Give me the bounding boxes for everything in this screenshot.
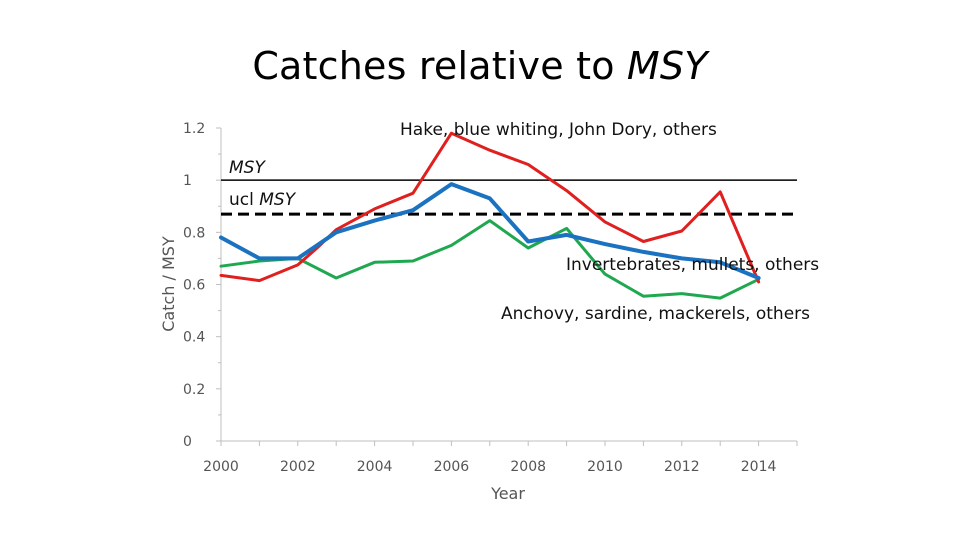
title-text: Catches relative to (252, 44, 627, 88)
annotation-anchovy: Anchovy, sardine, mackerels, others (501, 304, 810, 324)
y-axis-title: Catch / MSY (159, 236, 178, 332)
ref-label-prefix: ucl (229, 190, 259, 210)
x-tick-label: 2004 (357, 459, 393, 475)
annotation-hake: Hake, blue whiting, John Dory, others (400, 120, 717, 140)
y-tick-label: 0.4 (183, 330, 205, 346)
x-tick-label: 2010 (587, 459, 623, 475)
y-tick-label: 1 (183, 173, 192, 189)
series-line-hake (219, 131, 761, 284)
annotation-invertebrates: Invertebrates, mullets, others (566, 255, 819, 275)
x-tick-label: 2012 (664, 459, 700, 475)
x-axis-title: Year (490, 484, 525, 503)
ref-label-emphasis: MSY (259, 190, 296, 210)
y-tick-label: 0.6 (183, 278, 205, 294)
y-tick-label: 0.2 (183, 382, 205, 398)
y-tick-label: 0.8 (183, 225, 205, 241)
ref-label-emphasis: MSY (229, 158, 266, 178)
series-line-invertebrates (219, 182, 761, 280)
x-tick-label: 2014 (741, 459, 777, 475)
slide-title: Catches relative to MSY (0, 44, 960, 88)
y-tick-label: 1.2 (183, 121, 205, 137)
msy-line-label: MSY (229, 158, 266, 178)
x-tick-label: 2006 (434, 459, 470, 475)
x-tick-label: 2008 (510, 459, 546, 475)
x-tick-label: 2002 (280, 459, 316, 475)
axes (220, 128, 797, 442)
tick-marks: 0 0.2 0.4 0.6 0.8 1 1.2 2000 2002 2004 2006 2008 201… (183, 121, 798, 475)
series-lines (219, 131, 761, 300)
x-tick-label: 2000 (203, 459, 239, 475)
series-line-anchovy (219, 219, 761, 300)
ucl-msy-line-label: ucl MSY (229, 190, 297, 210)
chart-labels: Catch / MSY Year Hake, blue whiting, Joh… (159, 120, 819, 503)
y-tick-label: 0 (183, 434, 192, 450)
title-emphasis: MSY (626, 44, 708, 88)
